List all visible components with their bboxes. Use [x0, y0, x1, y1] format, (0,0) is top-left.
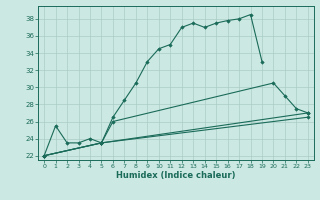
- X-axis label: Humidex (Indice chaleur): Humidex (Indice chaleur): [116, 171, 236, 180]
